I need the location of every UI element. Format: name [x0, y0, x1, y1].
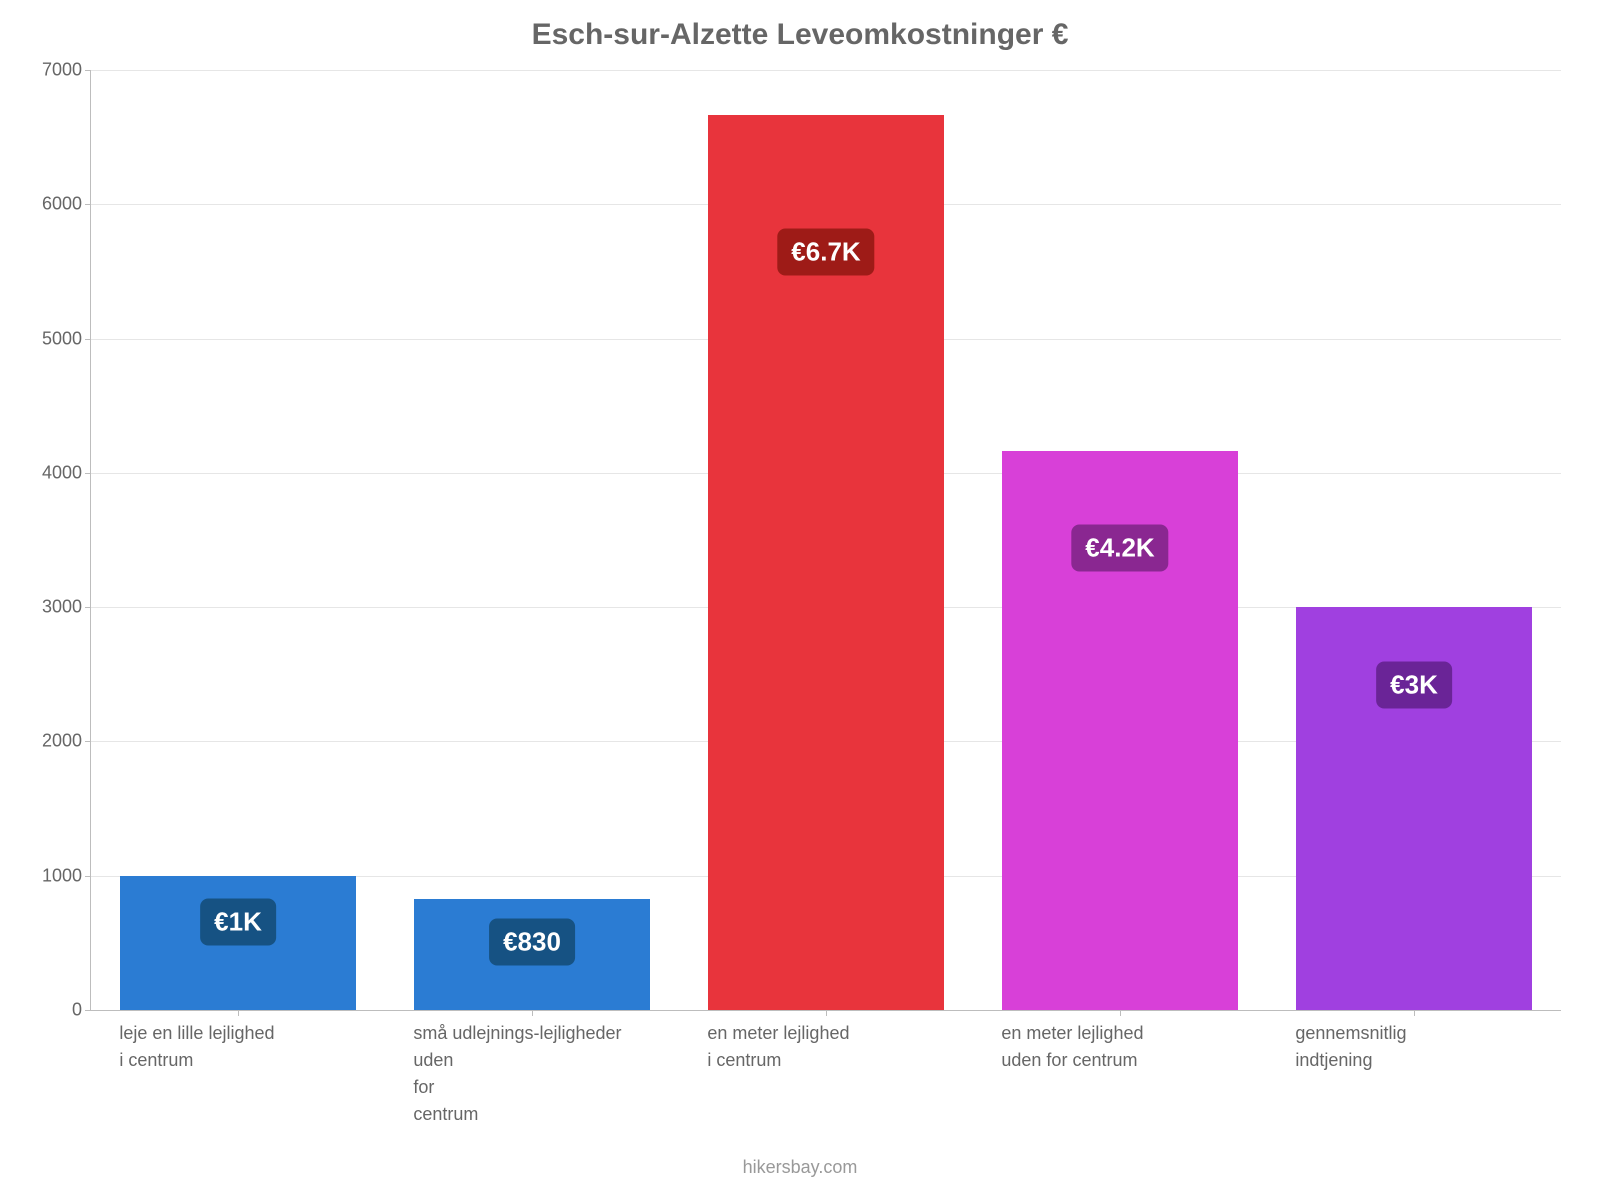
y-tick: [85, 204, 91, 205]
x-tick: [826, 1010, 827, 1016]
y-tick: [85, 339, 91, 340]
x-label-line: gennemsnitlig: [1295, 1020, 1406, 1047]
x-label-line: små udlejnings-lejligheder: [413, 1020, 621, 1047]
x-label: små udlejnings-lejlighederudenforcentrum: [413, 1020, 621, 1128]
x-label-line: uden: [413, 1047, 621, 1074]
value-badge: €830: [489, 918, 575, 965]
x-label-line: centrum: [413, 1101, 621, 1128]
chart-title: Esch-sur-Alzette Leveomkostninger €: [0, 18, 1600, 52]
x-label: en meter lejligheduden for centrum: [1001, 1020, 1143, 1074]
value-badge: €1K: [200, 898, 276, 945]
x-tick: [532, 1010, 533, 1016]
x-label-line: uden for centrum: [1001, 1047, 1143, 1074]
x-label-line: i centrum: [119, 1047, 274, 1074]
y-tick: [85, 70, 91, 71]
x-label-line: i centrum: [707, 1047, 849, 1074]
y-tick-label: 5000: [42, 328, 82, 349]
y-tick-label: 1000: [42, 865, 82, 886]
x-label-line: en meter lejlighed: [707, 1020, 849, 1047]
y-tick-label: 6000: [42, 194, 82, 215]
value-badge: €6.7K: [777, 229, 874, 276]
y-tick-label: 4000: [42, 462, 82, 483]
y-tick: [85, 741, 91, 742]
value-badge: €4.2K: [1071, 524, 1168, 571]
x-tick: [1414, 1010, 1415, 1016]
bar-chart: Esch-sur-Alzette Leveomkostninger € €1K€…: [0, 0, 1600, 1200]
gridline: [91, 70, 1561, 71]
x-tick: [1120, 1010, 1121, 1016]
y-tick: [85, 1010, 91, 1011]
x-label-line: en meter lejlighed: [1001, 1020, 1143, 1047]
y-tick-label: 2000: [42, 731, 82, 752]
x-label-line: indtjening: [1295, 1047, 1406, 1074]
plot-area: €1K €830 €6.7K €4.2K €3K: [90, 70, 1561, 1011]
x-label: en meter lejlighedi centrum: [707, 1020, 849, 1074]
value-badge: €3K: [1376, 662, 1452, 709]
x-label: gennemsnitligindtjening: [1295, 1020, 1406, 1074]
x-label-line: leje en lille lejlighed: [119, 1020, 274, 1047]
attribution-text: hikersbay.com: [0, 1157, 1600, 1178]
y-tick-label: 3000: [42, 597, 82, 618]
x-label-line: for: [413, 1074, 621, 1101]
x-label: leje en lille lejlighedi centrum: [119, 1020, 274, 1074]
y-tick: [85, 607, 91, 608]
y-tick-label: 7000: [42, 60, 82, 81]
y-tick: [85, 473, 91, 474]
y-tick-label: 0: [72, 1000, 82, 1021]
x-tick: [238, 1010, 239, 1016]
y-tick: [85, 876, 91, 877]
